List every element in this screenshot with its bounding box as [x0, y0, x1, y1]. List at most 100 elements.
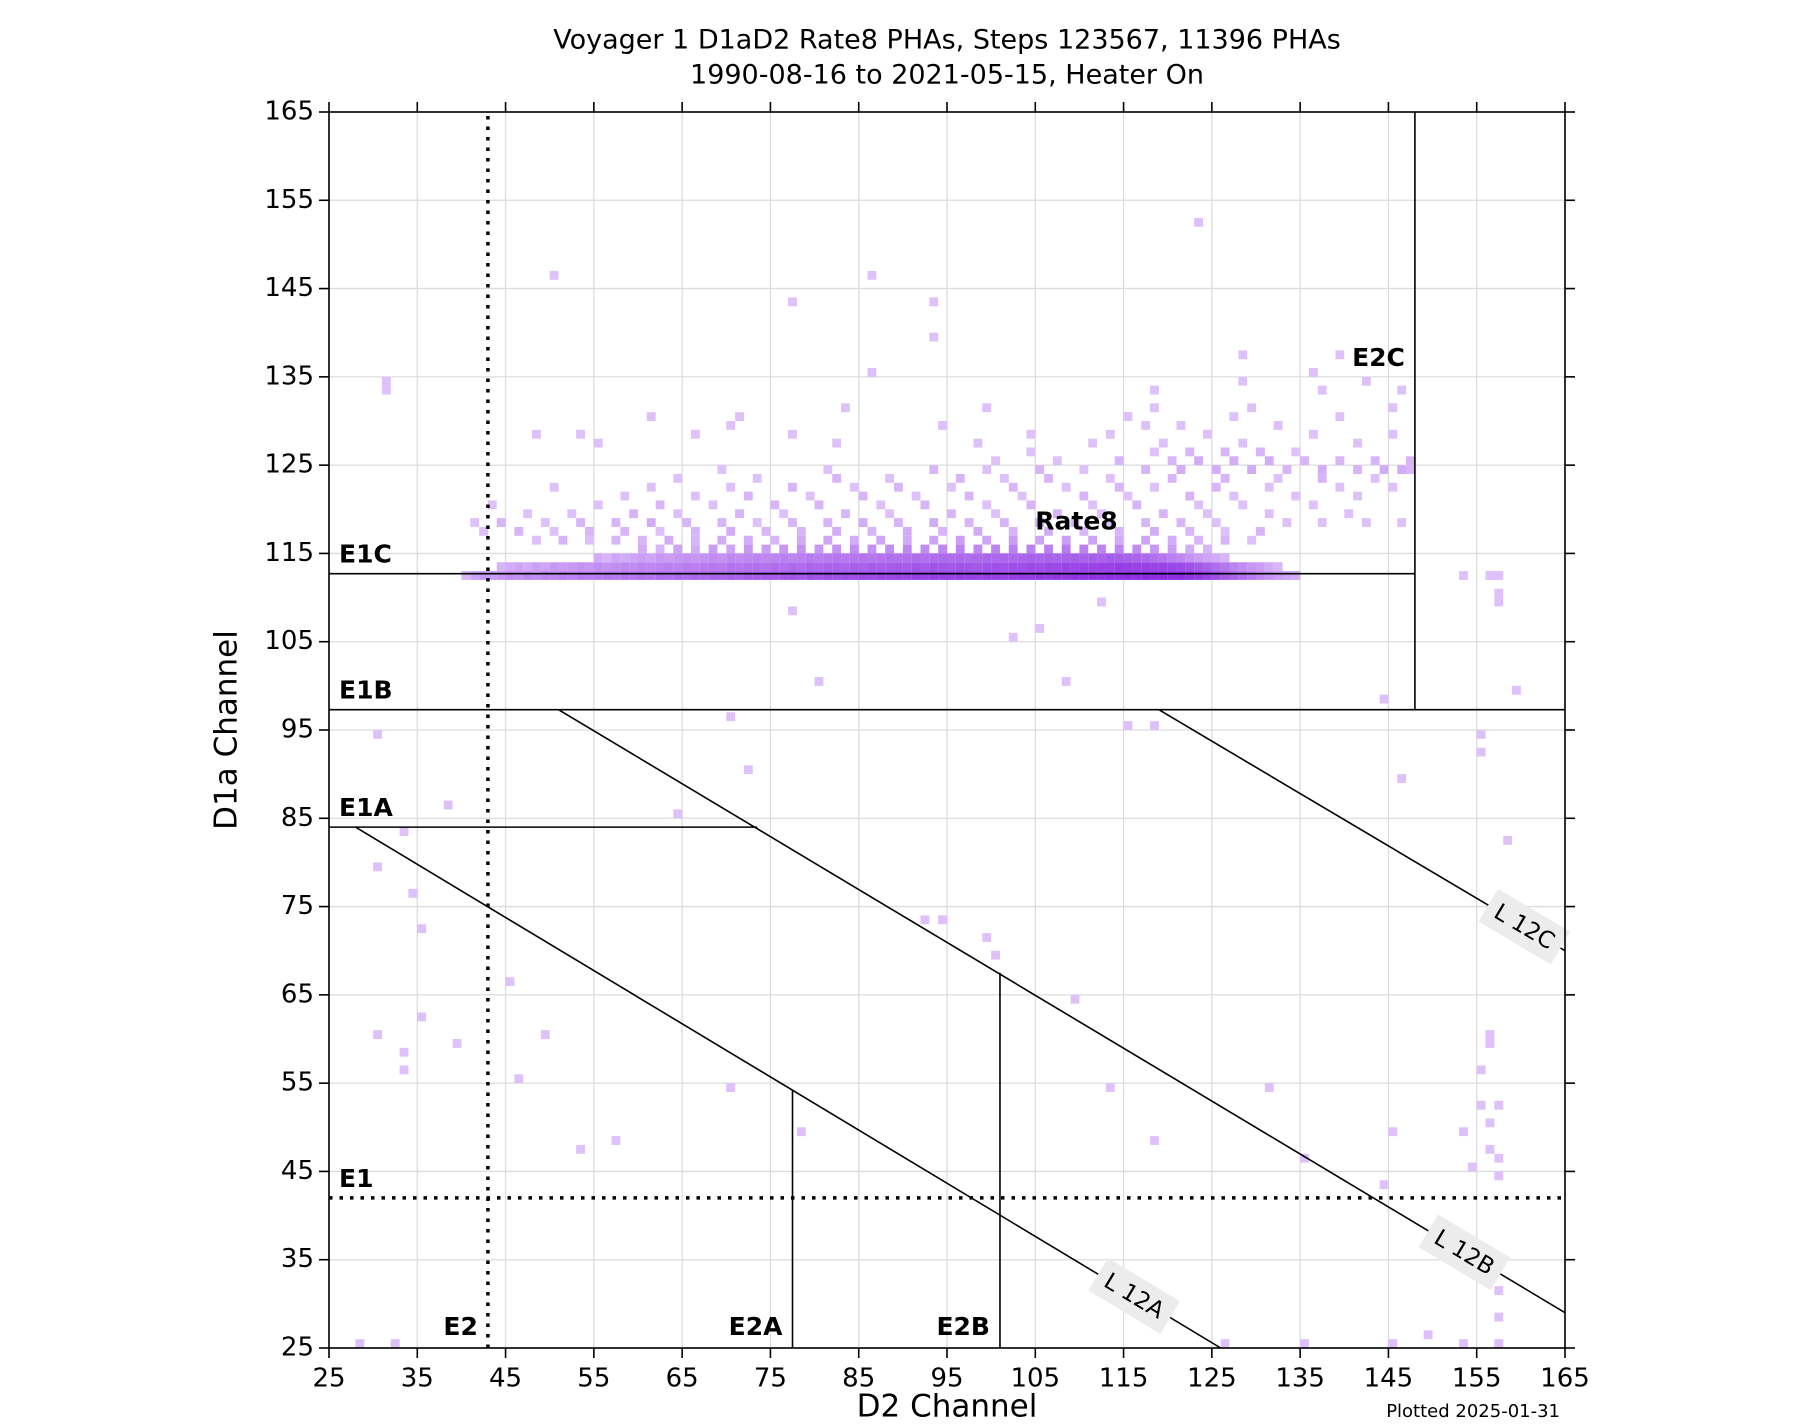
heatmap-cell: [876, 500, 886, 510]
heatmap-cell: [646, 553, 656, 563]
heatmap-cell: [593, 553, 603, 563]
heatmap-cell: [743, 544, 753, 554]
heatmap-cell: [1397, 774, 1407, 783]
heatmap-cell: [832, 553, 842, 563]
heatmap-cell: [814, 562, 824, 572]
heatmap-cell: [761, 553, 771, 563]
heatmap-cell: [549, 482, 559, 492]
heatmap-cell: [1459, 1339, 1468, 1348]
heatmap-cell: [1150, 562, 1159, 572]
heatmap-cell: [1220, 1339, 1230, 1348]
heatmap-cell: [796, 535, 806, 545]
heatmap-cell: [1229, 456, 1239, 466]
heatmap-cell: [973, 553, 983, 563]
heatmap-cell: [646, 571, 656, 580]
heatmap-cell: [726, 544, 736, 554]
heatmap-cell: [929, 562, 939, 572]
heatmap-cell: [1494, 1339, 1504, 1348]
heatmap-cell: [1194, 217, 1204, 227]
heatmap-cell: [991, 950, 1000, 960]
heatmap-cell: [947, 553, 956, 563]
heatmap-cell: [1008, 571, 1018, 580]
heatmap-cell: [1335, 412, 1345, 421]
heatmap-cell: [938, 562, 947, 572]
heatmap-cell: [849, 544, 859, 554]
heatmap-cell: [629, 509, 638, 519]
heatmap-cell: [1141, 535, 1151, 545]
heatmap-cell: [1158, 553, 1168, 563]
heatmap-cell: [620, 553, 630, 563]
heatmap-cell: [726, 562, 736, 572]
heatmap-cell: [1158, 571, 1168, 580]
heatmap-cell: [955, 544, 965, 554]
heatmap-cell: [1044, 571, 1053, 580]
heatmap-cell: [779, 544, 789, 554]
heatmap-cell: [1132, 571, 1142, 580]
heatmap-cell: [638, 553, 647, 563]
heatmap-cell: [1264, 562, 1274, 572]
heatmap-cell: [1379, 465, 1389, 474]
heatmap-cell: [496, 518, 506, 527]
heatmap-cell: [1247, 403, 1256, 413]
heatmap-cell: [1291, 447, 1301, 457]
heatmap-cell: [1044, 544, 1053, 554]
heatmap-cell: [1308, 500, 1318, 510]
heatmap-cell: [752, 571, 762, 580]
heatmap-cell: [690, 429, 700, 439]
heatmap-cell: [399, 1047, 409, 1057]
heatmap-cell: [355, 1339, 365, 1348]
boundary-line: [558, 709, 1566, 1314]
heatmap-cell: [894, 553, 903, 563]
heatmap-cell: [982, 553, 992, 563]
heatmap-cell: [1485, 571, 1495, 580]
heatmap-cell: [373, 1030, 382, 1039]
heatmap-cell: [796, 553, 806, 563]
heatmap-cell: [1273, 562, 1283, 572]
heatmap-cell: [523, 509, 533, 519]
heatmap-cell: [752, 518, 762, 527]
footnote: Plotted 2025-01-31: [1386, 1401, 1560, 1422]
heatmap-cell: [1044, 562, 1053, 572]
heatmap-cell: [1141, 518, 1151, 527]
heatmap-cell: [646, 562, 656, 572]
heatmap-cell: [1353, 438, 1362, 448]
line-label-group: L 12A: [1088, 1257, 1180, 1334]
heatmap-cell: [1070, 518, 1080, 527]
x-tick-label: 155: [1452, 1364, 1502, 1394]
heatmap-cell: [1264, 1083, 1274, 1092]
heatmap-cell: [558, 562, 568, 572]
heatmap-cell: [1132, 562, 1142, 572]
heatmap-cell: [823, 518, 833, 527]
heatmap-cell: [585, 526, 594, 536]
heatmap-cell: [1335, 456, 1345, 466]
heatmap-cell: [1361, 376, 1371, 386]
heatmap-cell: [929, 465, 939, 474]
heatmap-cell: [1273, 473, 1283, 483]
heatmap-cell: [646, 412, 656, 421]
heatmap-cell: [549, 270, 559, 280]
heatmap-cell: [558, 535, 568, 545]
heatmap-cell: [682, 553, 691, 563]
heatmap-cell: [796, 526, 806, 536]
heatmap-cell: [788, 571, 797, 580]
heatmap-cell: [690, 535, 700, 545]
heatmap-cell: [1203, 429, 1212, 439]
heatmap-cell: [673, 544, 683, 554]
heatmap-cell: [1459, 1127, 1468, 1137]
heatmap-cell: [549, 562, 559, 572]
heatmap-cell: [655, 500, 665, 510]
heatmap-cell: [955, 562, 965, 572]
heatmap-cell: [1167, 571, 1177, 580]
heatmap-cell: [726, 712, 736, 722]
heatmap-cell: [1141, 465, 1151, 474]
heatmap-cell: [1150, 385, 1159, 395]
heatmap-cell: [717, 562, 727, 572]
heatmap-cell: [1335, 482, 1345, 492]
heatmap-cell: [1026, 562, 1036, 572]
heatmap-cell: [690, 571, 700, 580]
heatmap-cell: [761, 526, 771, 536]
heatmap-cell: [788, 562, 797, 572]
heatmap-cell: [690, 491, 700, 501]
heatmap-cell: [505, 571, 515, 580]
heatmap-cell: [417, 1012, 427, 1022]
